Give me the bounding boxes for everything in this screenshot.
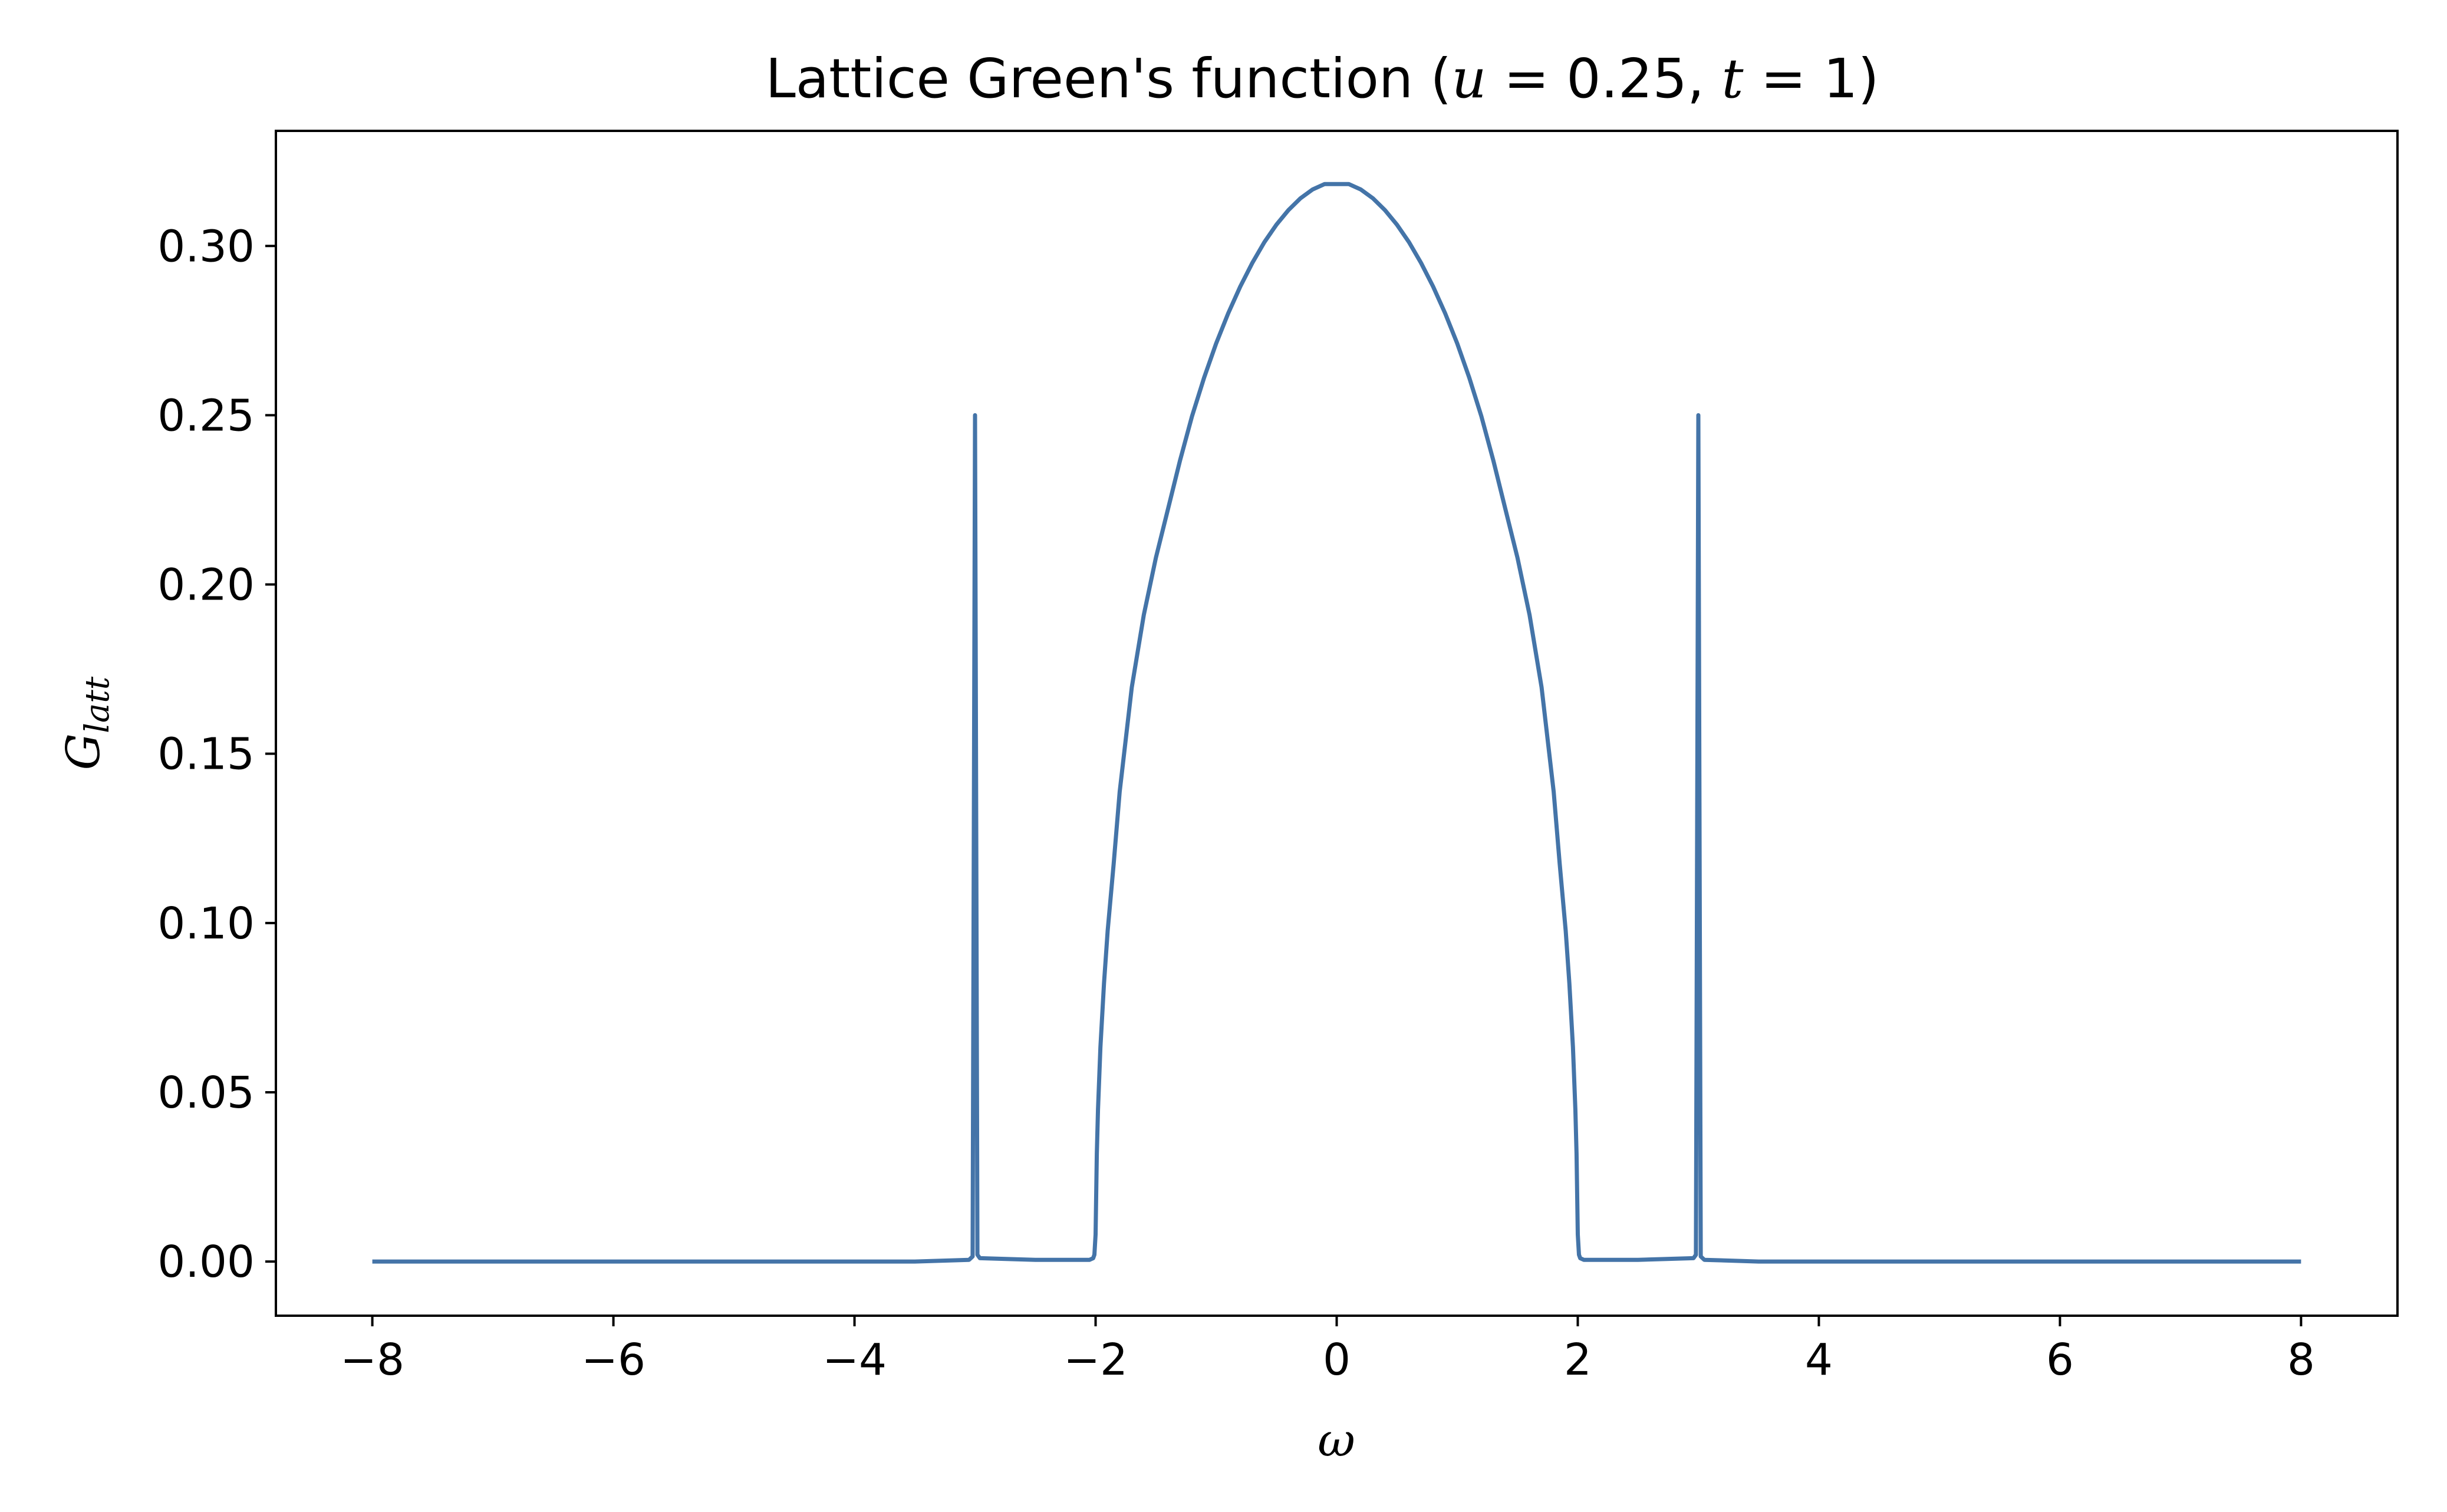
y-tick-label: 0.25 <box>157 390 255 441</box>
y-tick-label: 0.20 <box>157 560 255 611</box>
axes-frame <box>275 130 2399 1317</box>
x-tick-label: 8 <box>2287 1335 2315 1385</box>
y-axis-label-subscript: latt <box>78 676 117 733</box>
x-tick-label: 4 <box>1805 1335 1833 1385</box>
x-tick-label: −8 <box>340 1335 404 1385</box>
chart-title-t-symbol: t <box>1721 47 1744 110</box>
x-axis-label: ω <box>1318 1414 1355 1467</box>
chart-title-prefix: Lattice Green's function ( <box>766 47 1452 110</box>
chart-title-u-value: = 0.25, <box>1487 47 1722 110</box>
x-tick-label: 6 <box>2046 1335 2074 1385</box>
x-tick-label: 2 <box>1564 1335 1592 1385</box>
y-tick-label: 0.10 <box>157 898 255 949</box>
series-line <box>372 182 2301 1264</box>
x-tick-label: 0 <box>1323 1335 1351 1385</box>
x-tick-label: −4 <box>822 1335 887 1385</box>
y-axis-label: Glatt <box>57 676 117 770</box>
x-axis-ticks: −8 −6 −4 −2 0 2 4 6 8 <box>340 1316 2315 1385</box>
y-tick-label: 0.00 <box>157 1237 255 1287</box>
chart-title: Lattice Green's function (u = 0.25, t = … <box>766 47 1879 110</box>
chart-title-t-value: = 1) <box>1743 47 1879 110</box>
y-tick-label: 0.30 <box>157 221 255 272</box>
plot-area: 0.00 0.05 0.10 0.15 0.20 0.25 0.30 −8 −6 −4 −2 0 2 4… <box>157 130 2399 1385</box>
y-axis-label-base: G <box>57 733 110 770</box>
y-tick-label: 0.15 <box>157 729 255 780</box>
x-tick-label: −2 <box>1063 1335 1128 1385</box>
x-tick-label: −6 <box>581 1335 645 1385</box>
y-tick-label: 0.05 <box>157 1068 255 1118</box>
chart-title-u-symbol: u <box>1451 47 1486 110</box>
y-axis-ticks: 0.00 0.05 0.10 0.15 0.20 0.25 0.30 <box>157 221 276 1287</box>
